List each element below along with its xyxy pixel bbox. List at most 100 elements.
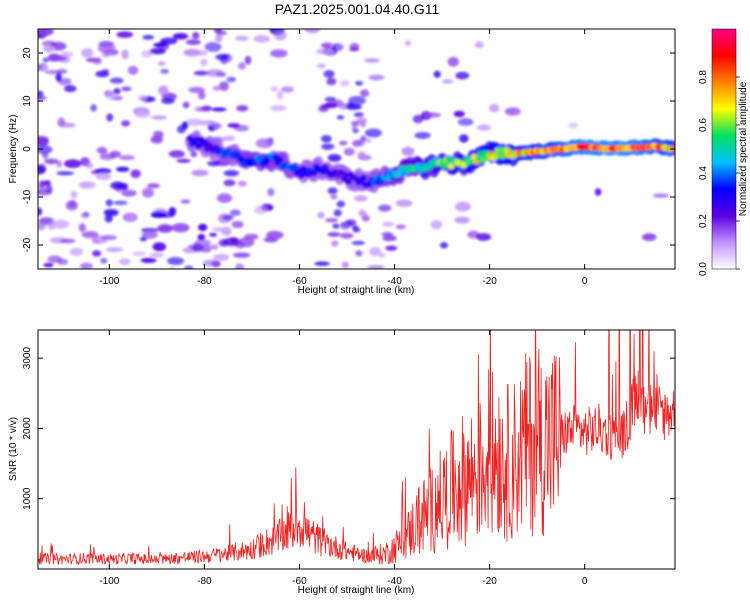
heatmap-noise-blob [109, 77, 124, 84]
x-tick-label: -100 [99, 576, 119, 587]
heatmap-noise-blob [188, 86, 205, 93]
heatmap-noise-blob [233, 252, 251, 258]
heatmap-noise-blob [433, 70, 441, 78]
heatmap-noise-blob [47, 53, 61, 62]
heatmap-noise-blob [38, 207, 43, 216]
heatmap-noise-blob [454, 216, 471, 224]
heatmap-noise-blob [38, 163, 47, 174]
heatmap-noise-blob [78, 181, 96, 189]
heatmap-noise-blob [55, 72, 62, 82]
ridge-core [492, 152, 500, 160]
heatmap-noise-blob [197, 233, 206, 241]
heatmap-noise-blob [364, 128, 382, 138]
heatmap-noise-blob [254, 205, 268, 215]
heatmap-noise-blob [226, 76, 237, 83]
heatmap-noise-blob [214, 34, 223, 43]
heatmap-noise-blob [204, 42, 222, 52]
y-tick-label: 3000 [22, 347, 33, 370]
heatmap-noise-blob [343, 147, 355, 156]
heatmap-noise-blob [205, 69, 224, 77]
heatmap-noise-blob [121, 120, 131, 127]
heatmap-noise-blob [92, 250, 102, 257]
heatmap-noise-blob [181, 121, 189, 130]
x-tick-label: -60 [292, 576, 307, 587]
heatmap-noise-blob [594, 188, 602, 196]
heatmap-noise-blob [150, 211, 167, 218]
y-tick-label: -20 [22, 237, 33, 252]
heatmap-noise-blob [157, 224, 173, 233]
heatmap-noise-blob [81, 48, 94, 58]
heatmap-noise-blob [59, 238, 76, 244]
heatmap-noise-blob [171, 223, 190, 233]
heatmap-noise-blob [316, 63, 326, 69]
heatmap-noise-blob [209, 232, 218, 237]
heatmap-noise-blob [38, 188, 53, 196]
heatmap-noise-blob [113, 88, 121, 95]
y-tick-label: 20 [22, 47, 33, 59]
heatmap-noise-blob [488, 103, 500, 113]
heatmap-noise-blob [317, 211, 325, 219]
heatmap-noise-blob [103, 208, 119, 217]
heatmap-noise-blob [56, 68, 68, 75]
colorbar-tick-label: 0.6 [698, 118, 709, 132]
heatmap-noise-blob [359, 122, 366, 128]
heatmap-noise-blob [378, 204, 392, 212]
heatmap-noise-blob [235, 263, 245, 269]
heatmap-noise-blob [100, 234, 117, 241]
heatmap-noise-blob [352, 227, 361, 233]
heatmap-noise-blob [267, 188, 275, 197]
heatmap-noise-blob [357, 139, 365, 147]
heatmap-noise-blob [96, 146, 108, 154]
heatmap-noise-blob [255, 138, 274, 149]
heatmap-noise-blob [641, 233, 657, 241]
y-tick-label: 1000 [22, 487, 33, 510]
heatmap-noise-blob [172, 33, 189, 40]
colorbar-ticks: 0.0 0.2 0.4 0.6 0.8 [698, 70, 740, 276]
spectrogram-heatmap [38, 29, 675, 269]
heatmap-noise-blob [333, 209, 342, 217]
heatmap-noise-blob [454, 201, 471, 212]
heatmap-noise-blob [323, 70, 335, 78]
heatmap-noise-blob [336, 200, 345, 208]
heatmap-noise-blob [63, 159, 82, 169]
x-tick-label: -80 [197, 576, 212, 587]
heatmap-noise-blob [41, 151, 49, 159]
heatmap-noise-blob [158, 85, 169, 96]
heatmap-noise-blob [395, 224, 407, 230]
heatmap-noise-blob [147, 183, 161, 189]
heatmap-noise-blob [193, 70, 209, 76]
heatmap-noise-blob [142, 34, 155, 40]
heatmap-noise-blob [340, 80, 350, 87]
heatmap-noise-blob [357, 151, 366, 159]
colorbar: 0.0 0.2 0.4 0.6 0.8 Normalized spectral ampl… [698, 28, 749, 276]
heatmap-noise-blob [412, 114, 424, 124]
heatmap-noise-blob [321, 143, 335, 151]
heatmap-noise-blob [270, 105, 287, 112]
colorbar-tick-label: 0.2 [698, 214, 709, 228]
heatmap-noise-blob [475, 41, 484, 49]
heatmap-noise-blob [356, 117, 368, 124]
heatmap-noise-blob [349, 47, 360, 52]
heatmap-noise-blob [369, 246, 382, 257]
heatmap-noise-blob [442, 79, 454, 84]
heatmap-noise-blob [116, 31, 134, 38]
heatmap-noise-blob [92, 238, 100, 244]
heatmap-noise-blob [38, 95, 47, 101]
heatmap-noise-blob [42, 180, 52, 186]
heatmap-noise-blob [105, 199, 113, 207]
heatmap-noise-blob [351, 123, 358, 131]
heatmap-noise-blob [327, 232, 341, 237]
heatmap-noise-blob [85, 162, 94, 169]
snr-axes: -100 -80 -60 -40 -20 0 1000 2000 3000 [22, 330, 675, 587]
colorbar-label: Normalized spectral amplitude [738, 81, 749, 216]
ridge-core [276, 156, 284, 163]
heatmap-noise-blob [351, 240, 366, 246]
heatmap-noise-blob [192, 32, 200, 40]
heatmap-noise-blob [231, 220, 244, 229]
heatmap-noise-blob [382, 221, 395, 227]
heatmap-noise-blob [326, 77, 337, 86]
heatmap-noise-blob [353, 112, 364, 118]
heatmap-noise-blob [457, 118, 474, 126]
heatmap-noise-blob [121, 49, 129, 60]
